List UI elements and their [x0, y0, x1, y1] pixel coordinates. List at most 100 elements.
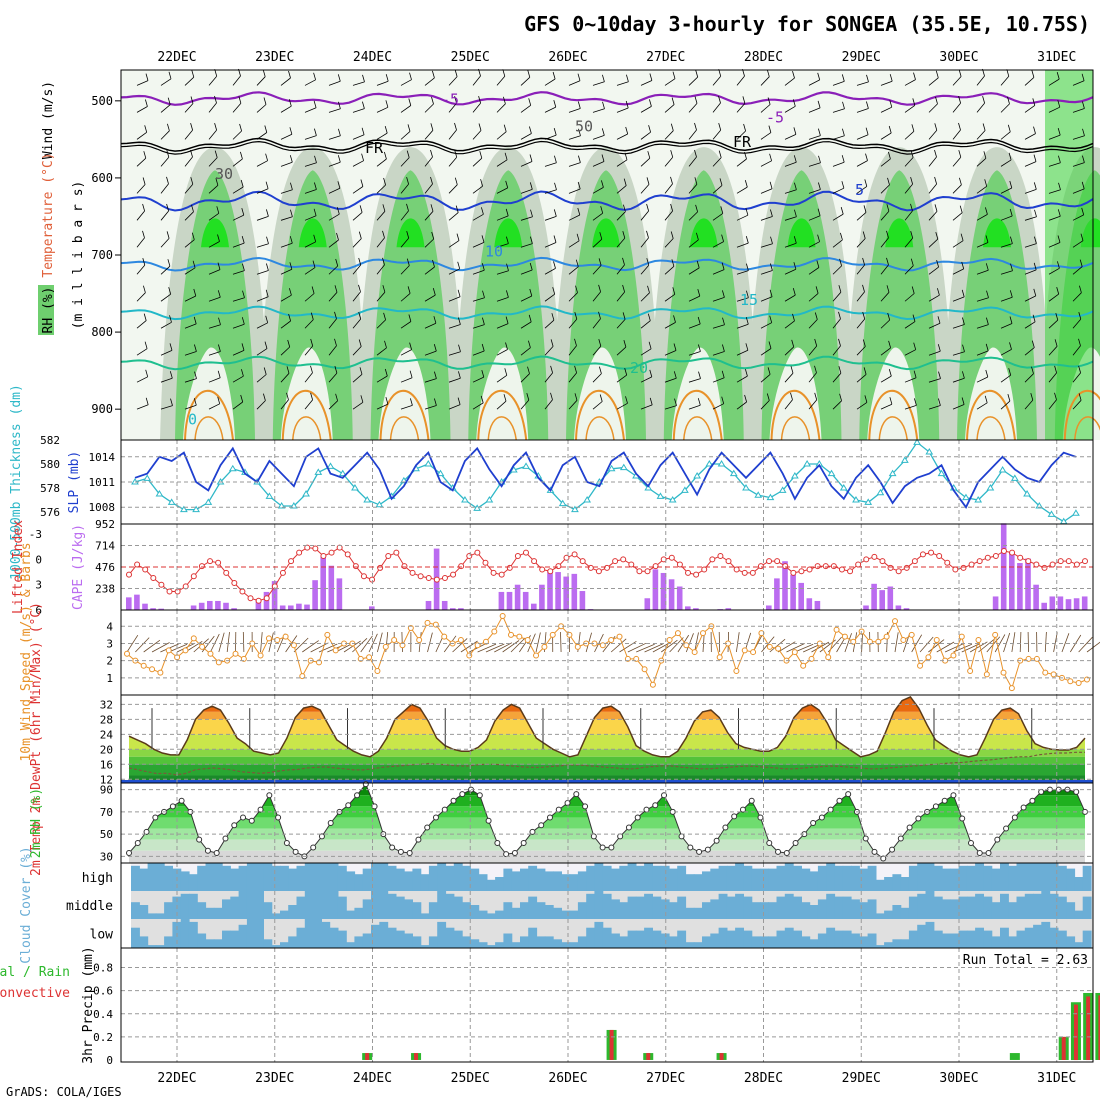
lifted-index-line-marker — [839, 567, 844, 572]
cloud-bar — [992, 869, 1001, 891]
rh-line-marker — [477, 793, 482, 798]
rh-line-marker — [153, 815, 158, 820]
wind-speed-line-marker — [367, 655, 372, 660]
lifted-index-line-marker — [240, 589, 245, 594]
lifted-index-line-marker — [143, 567, 148, 572]
contour-label: 50 — [575, 118, 593, 136]
surface-wind-barb — [895, 632, 898, 652]
lifted-index-line-marker — [1083, 559, 1088, 564]
cloud-bar — [528, 897, 537, 919]
slp-tick: 1014 — [89, 451, 116, 464]
cloud-bar — [537, 902, 546, 919]
cloud-bar — [628, 863, 637, 891]
cape-tick: 476 — [95, 561, 115, 574]
surface-wind-barb — [243, 632, 244, 652]
cloud-bar — [702, 902, 711, 919]
cloud-bar — [768, 902, 777, 919]
lifted-index-line-marker — [151, 575, 156, 580]
rh-band-right — [1045, 70, 1093, 440]
cloud-bar — [851, 899, 860, 919]
cross-ytick: 600 — [91, 171, 113, 185]
cloud-bar — [379, 922, 388, 948]
wind-speed-line-marker — [667, 638, 672, 643]
lifted-index-line-marker — [702, 567, 707, 572]
lifted-index-line-marker — [434, 577, 439, 582]
lifted-index-line-marker — [289, 559, 294, 564]
cloud-bar — [280, 942, 289, 948]
cloud-bar — [354, 936, 363, 948]
cloud-bar — [901, 939, 910, 948]
wind-speed-line-marker — [492, 629, 497, 634]
cloud-bar — [297, 928, 306, 948]
thickness-line-marker — [205, 499, 211, 504]
cloud-bar — [446, 894, 455, 919]
cloud-bar — [735, 928, 744, 948]
rh-line-marker — [214, 851, 219, 856]
cloud-bar — [363, 869, 372, 891]
wind-frame — [121, 610, 1093, 695]
lifted-index-line-marker — [629, 562, 634, 567]
day-label-bottom: 25DEC — [451, 1071, 490, 1086]
day-label-top: 24DEC — [353, 50, 392, 65]
lifted-index-line-marker — [799, 569, 804, 574]
wind-speed-line-marker — [717, 655, 722, 660]
surface-wind-barb — [736, 632, 739, 652]
lifted-index-line-marker — [467, 554, 472, 559]
cape-bar — [369, 606, 375, 610]
wind-speed-line-marker — [1076, 680, 1081, 685]
cloud-bar — [1083, 897, 1092, 919]
wind-speed-line-marker — [575, 644, 580, 649]
rh-line-marker — [241, 815, 246, 820]
cloud-bar — [388, 894, 397, 919]
wind-tick: 2 — [106, 655, 113, 668]
cloud-bar — [967, 931, 976, 948]
contour-label: 5 — [855, 181, 864, 199]
cloud-bar — [884, 911, 893, 919]
thick-tick: 576 — [40, 506, 60, 519]
precip-tick: 0.6 — [93, 985, 113, 998]
rh-line-marker — [600, 845, 605, 850]
cape-bar — [807, 598, 813, 610]
rh-line-marker — [767, 841, 772, 846]
cape-bar — [798, 583, 804, 610]
cloud-bar — [388, 866, 397, 891]
surface-wind-barb — [1012, 632, 1015, 652]
wind-speed-line-marker — [617, 634, 622, 639]
lifted-index-line-marker — [451, 572, 456, 577]
day-label-bottom: 22DEC — [157, 1071, 196, 1086]
cloud-bar — [139, 869, 148, 891]
lifted-index-line-marker — [637, 569, 642, 574]
cloud-bar — [975, 894, 984, 919]
cloud-bar — [379, 891, 388, 919]
cloud-bar — [181, 919, 190, 948]
wind-speed-line-marker — [650, 682, 655, 687]
cloud-bar — [148, 913, 157, 919]
surface-wind-barb — [945, 644, 963, 652]
cloud-bar — [777, 897, 786, 919]
thickness-line-marker — [303, 491, 309, 496]
rh-band — [121, 851, 1093, 863]
rh-tick: 70 — [100, 806, 113, 819]
lifted-index-line-marker — [523, 550, 528, 555]
temp-band — [121, 734, 1093, 749]
rh-line-marker — [363, 782, 368, 787]
cape-bar — [1074, 598, 1080, 610]
cloud-bar — [1050, 928, 1059, 948]
wind-speed-line-marker — [542, 644, 547, 649]
cloud-bar — [719, 866, 728, 891]
cloud-bar — [934, 897, 943, 919]
wind-speed-line-marker — [325, 632, 330, 637]
rh-line-marker — [416, 837, 421, 842]
lifted-index-line-marker — [718, 554, 723, 559]
rh-line-marker — [355, 793, 360, 798]
cloud-bar — [677, 931, 686, 948]
precip-bar-convective — [610, 1030, 614, 1060]
surface-wind-barb — [227, 632, 229, 652]
cloud-bar — [594, 891, 603, 919]
lifted-index-line-marker — [605, 565, 610, 570]
cloud-bar — [1066, 902, 1075, 919]
cape-bar — [685, 606, 691, 610]
cloud-bar — [545, 936, 554, 948]
cape-bar — [215, 601, 221, 610]
